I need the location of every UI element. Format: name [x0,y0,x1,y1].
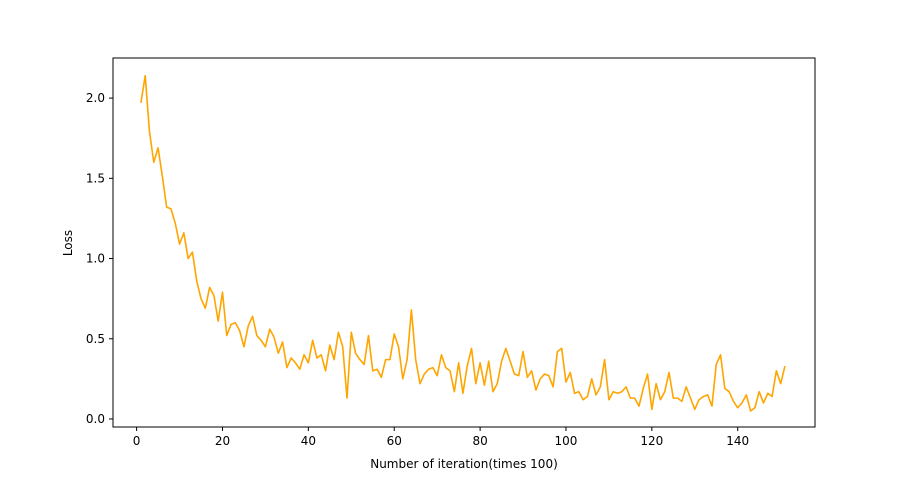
x-tick-label: 80 [472,434,487,448]
x-tick-label: 120 [640,434,663,448]
plot-frame [112,57,816,428]
y-axis-ticks: 0.0 0.5 1.0 1.5 2.0 [86,91,113,426]
x-axis-ticks: 0 20 40 60 80 100 120 140 [133,427,749,448]
y-axis-label: Loss [61,230,75,256]
series-line-loss [140,74,786,412]
series-layer [140,74,786,412]
y-tick-label: 0.0 [86,412,105,426]
y-tick-label: 1.5 [86,171,105,185]
y-tick-label: 2.0 [86,91,105,105]
x-tick-label: 140 [726,434,749,448]
x-tick-label: 40 [301,434,316,448]
y-tick-label: 0.5 [86,332,105,346]
x-tick-label: 0 [133,434,141,448]
y-tick-label: 1.0 [86,252,105,266]
x-tick-label: 20 [215,434,230,448]
x-tick-label: 100 [555,434,578,448]
x-axis-label: Number of iteration(times 100) [370,457,558,471]
x-tick-label: 60 [387,434,402,448]
